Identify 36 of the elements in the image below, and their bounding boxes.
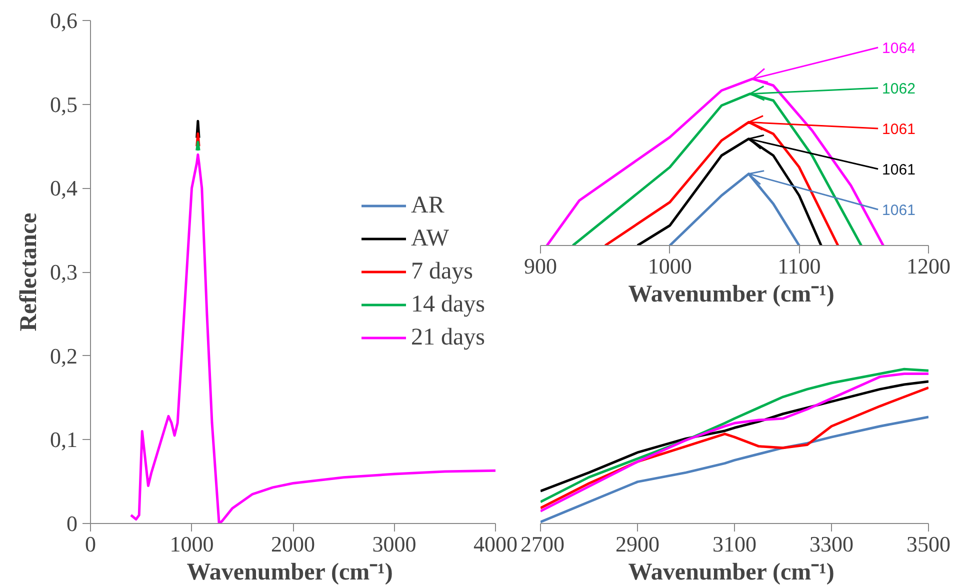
legend-label: 14 days (411, 291, 485, 318)
y-tick-label: 0,5 (50, 92, 78, 117)
y-tick-label: 0 (66, 511, 78, 536)
y-tick-label: 0,1 (50, 427, 78, 452)
annotation: 1061 (882, 162, 916, 178)
annotation: 1061 (882, 202, 916, 219)
x-tick-label: 1000 (648, 254, 692, 278)
annotation: 1062 (882, 80, 916, 98)
x-tick-label: 3500 (906, 532, 950, 556)
x-tick-label: 3300 (810, 532, 854, 556)
x-tick-label: 2000 (271, 532, 315, 556)
x-tick-label: 3000 (372, 532, 416, 556)
x-tick-label: 1000 (170, 532, 214, 556)
x-tick-label: 0 (85, 532, 96, 556)
x-tick-label: 1200 (906, 254, 950, 278)
y-tick-label: 0,2 (50, 343, 78, 368)
y-tick-label: 0,4 (50, 176, 78, 201)
annotation: 1061 (882, 121, 916, 138)
legend-label: 7 days (411, 258, 473, 285)
x-axis-title: Wavenumber (cm⁻¹) (628, 282, 834, 308)
x-axis-title: Wavenumber (cm⁻¹) (186, 560, 393, 586)
x-tick-label: 4000 (474, 532, 518, 556)
x-axis-title: Wavenumber (cm⁻¹) (628, 560, 834, 586)
x-tick-label: 2900 (616, 532, 660, 556)
line-series (130, 153, 496, 524)
y-tick-label: 0,3 (50, 260, 78, 284)
legend-label: AR (411, 192, 444, 219)
annotation: 1064 (882, 40, 916, 57)
x-tick-label: 900 (524, 254, 557, 278)
legend-label: 21 days (411, 324, 485, 351)
x-tick-label: 1100 (778, 254, 821, 278)
legend-label: AW (411, 225, 450, 252)
y-tick-label: 0,6 (50, 8, 78, 33)
y-axis-title: Reflectance (16, 212, 42, 332)
x-tick-label: 3100 (712, 532, 756, 556)
x-tick-label: 2700 (520, 532, 564, 556)
